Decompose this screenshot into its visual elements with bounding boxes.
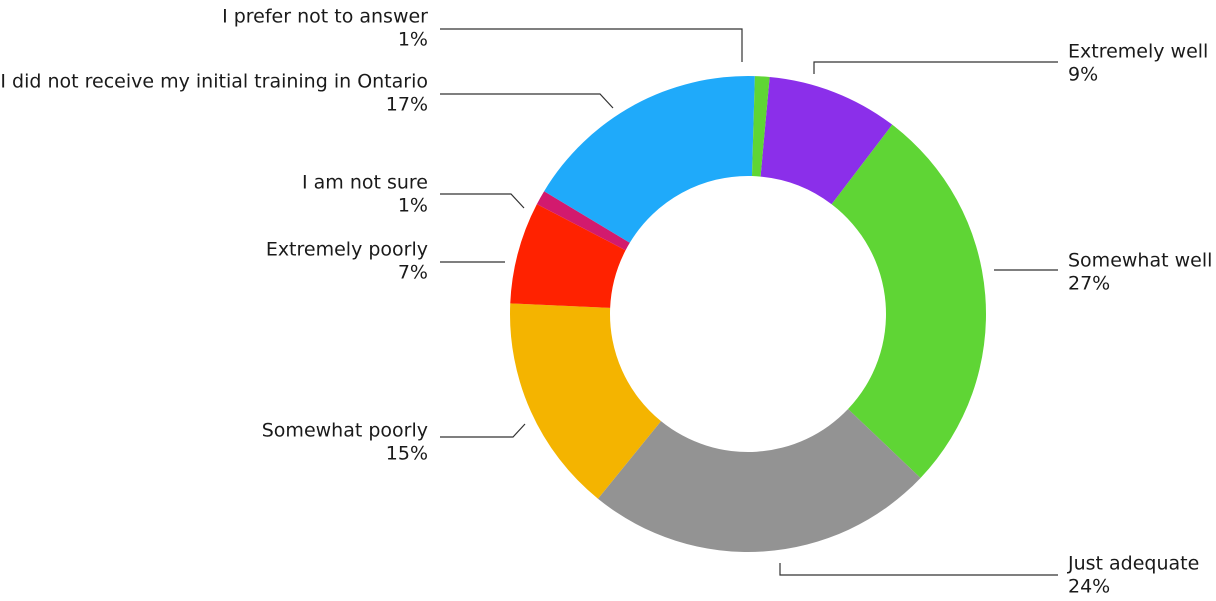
slice-i-did-not-receive-my-initial-training-in-ontario: [544, 76, 755, 243]
slice-label: Just adequate: [1067, 553, 1199, 575]
leader-line: [440, 193, 525, 209]
slice-i-prefer-not-to-answer: [751, 76, 770, 177]
slice-label: I did not receive my initial training in…: [0, 71, 428, 93]
slice-value-label: 1%: [398, 195, 428, 217]
slice-extremely-poorly: [510, 204, 626, 308]
slice-label: I am not sure: [302, 172, 428, 194]
leader-line: [440, 423, 526, 438]
slice-i-am-not-sure: [536, 191, 630, 251]
slice-somewhat-poorly: [510, 303, 662, 499]
slice-value-label: 24%: [1068, 576, 1110, 598]
slice-value-label: 27%: [1068, 273, 1110, 295]
slice-label: I prefer not to answer: [222, 6, 428, 28]
leader-lines: [440, 28, 1058, 576]
slice-extremely-well: [760, 76, 893, 205]
slice-value-label: 9%: [1068, 64, 1098, 86]
slice-label: Somewhat well: [1068, 250, 1212, 272]
slice-somewhat-well: [831, 124, 987, 478]
slice-just-adequate: [597, 409, 921, 552]
slice-value-label: 17%: [386, 94, 428, 116]
slice-value-label: 7%: [398, 262, 428, 284]
donut-slices: [510, 76, 987, 552]
leader-line: [813, 61, 1058, 74]
slice-value-label: 15%: [386, 443, 428, 465]
leader-line: [779, 563, 1058, 576]
slice-label: Somewhat poorly: [262, 420, 428, 442]
leader-line: [440, 93, 614, 109]
slice-value-label: 1%: [398, 29, 428, 51]
slice-label: Extremely well: [1068, 41, 1208, 63]
leader-line: [440, 28, 743, 62]
slice-label: Extremely poorly: [266, 239, 428, 261]
